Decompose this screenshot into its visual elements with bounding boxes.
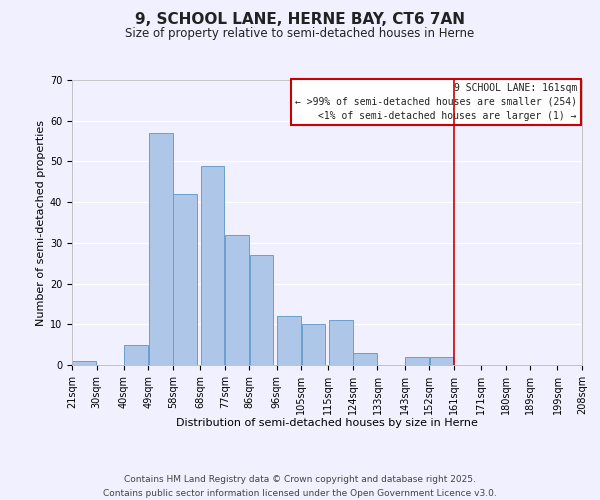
Text: 9, SCHOOL LANE, HERNE BAY, CT6 7AN: 9, SCHOOL LANE, HERNE BAY, CT6 7AN xyxy=(135,12,465,28)
Bar xyxy=(353,353,377,365)
Bar xyxy=(225,234,249,365)
Text: 9 SCHOOL LANE: 161sqm
← >99% of semi-detached houses are smaller (254)
<1% of se: 9 SCHOOL LANE: 161sqm ← >99% of semi-det… xyxy=(295,83,577,121)
Bar xyxy=(149,133,173,365)
Text: Size of property relative to semi-detached houses in Herne: Size of property relative to semi-detach… xyxy=(125,28,475,40)
Bar xyxy=(173,194,197,365)
Bar xyxy=(73,361,96,365)
Bar xyxy=(329,320,353,365)
Bar xyxy=(200,166,224,365)
Y-axis label: Number of semi-detached properties: Number of semi-detached properties xyxy=(36,120,46,326)
Bar xyxy=(250,255,274,365)
Bar xyxy=(405,357,429,365)
Bar xyxy=(430,357,454,365)
Text: Contains HM Land Registry data © Crown copyright and database right 2025.
Contai: Contains HM Land Registry data © Crown c… xyxy=(103,476,497,498)
Bar xyxy=(124,344,148,365)
Bar xyxy=(302,324,325,365)
X-axis label: Distribution of semi-detached houses by size in Herne: Distribution of semi-detached houses by … xyxy=(176,418,478,428)
Bar xyxy=(277,316,301,365)
